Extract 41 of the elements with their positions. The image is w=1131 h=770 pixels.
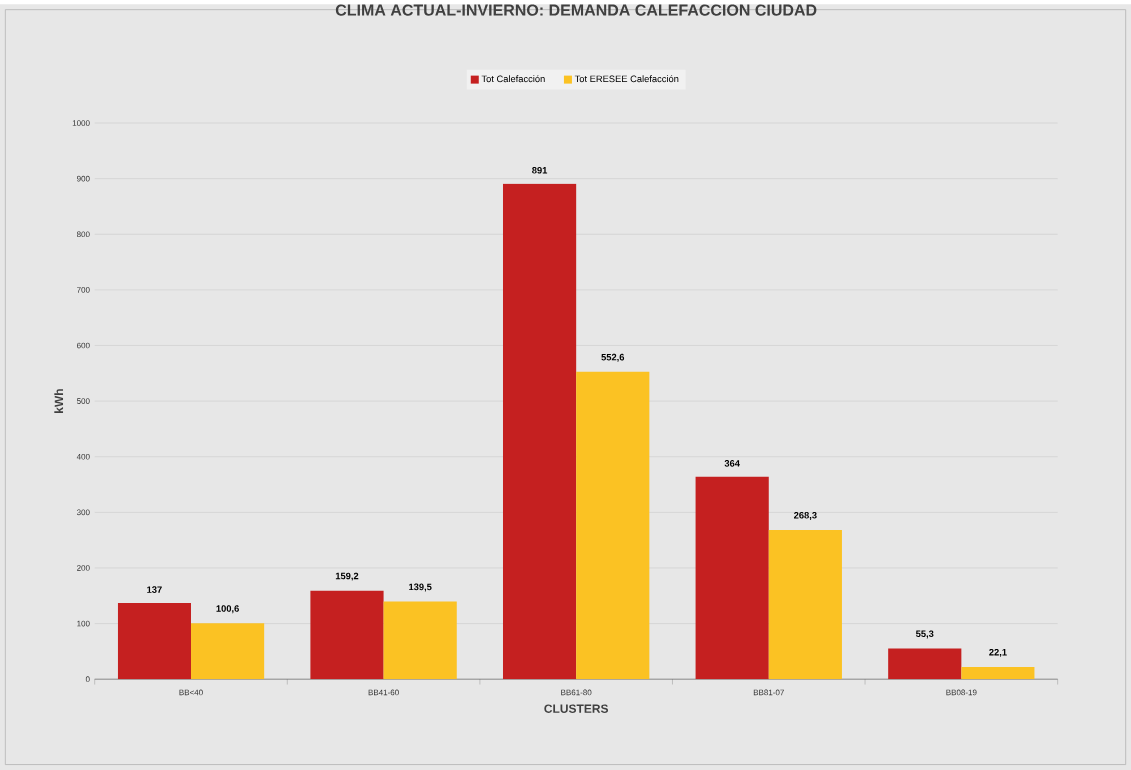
y-tick-label: 700 — [77, 287, 90, 293]
bar — [961, 666, 1035, 680]
y-tick-label: 400 — [76, 453, 90, 460]
y-tick-label: 900 — [77, 175, 90, 182]
y-tick-label: 0 — [85, 676, 90, 683]
legend-label: Tot ERESEE Calefacción — [574, 75, 679, 83]
y-axis-title: kWh — [54, 389, 64, 413]
data-label: 100,6 — [216, 605, 239, 614]
bar — [888, 648, 962, 680]
x-tick-label: BB08-19 — [946, 689, 977, 696]
bar — [695, 476, 769, 680]
bar — [310, 590, 384, 680]
data-label: 139,5 — [409, 583, 432, 592]
bar — [190, 623, 265, 680]
y-tick-label: 800 — [76, 231, 90, 238]
data-label: 552,6 — [601, 353, 625, 362]
y-tick-label: 1000 — [72, 120, 90, 126]
bar — [117, 603, 191, 680]
y-tick-label: 600 — [77, 342, 90, 349]
x-tick-label: BB<40 — [179, 689, 203, 696]
y-tick-label: 500 — [76, 398, 90, 404]
bar — [502, 183, 577, 680]
bar — [383, 601, 457, 680]
bar — [576, 371, 650, 680]
x-tick-label: BB41-60 — [368, 689, 399, 696]
y-tick-label: 200 — [77, 565, 90, 571]
data-label: 364 — [724, 460, 740, 467]
y-tick-label: 100 — [77, 620, 90, 627]
x-tick-label: BB81-07 — [753, 689, 784, 696]
bar — [768, 530, 842, 680]
chart-title: CLIMA ACTUAL-INVIERNO: DEMANDA CALEFACCION CIUDAD — [335, 4, 817, 16]
data-label: 22,1 — [989, 648, 1007, 657]
data-label: 891 — [532, 167, 548, 174]
data-label: 137 — [147, 586, 162, 593]
data-label: 268,3 — [794, 512, 817, 520]
legend-label: Tot Calefacción — [481, 75, 545, 83]
data-label: 55,3 — [915, 630, 934, 639]
x-tick-label: BB61-80 — [561, 689, 592, 696]
y-tick-label: 300 — [76, 509, 90, 516]
x-axis-title: CLUSTERS — [544, 704, 609, 713]
data-label: 159,2 — [335, 572, 359, 581]
